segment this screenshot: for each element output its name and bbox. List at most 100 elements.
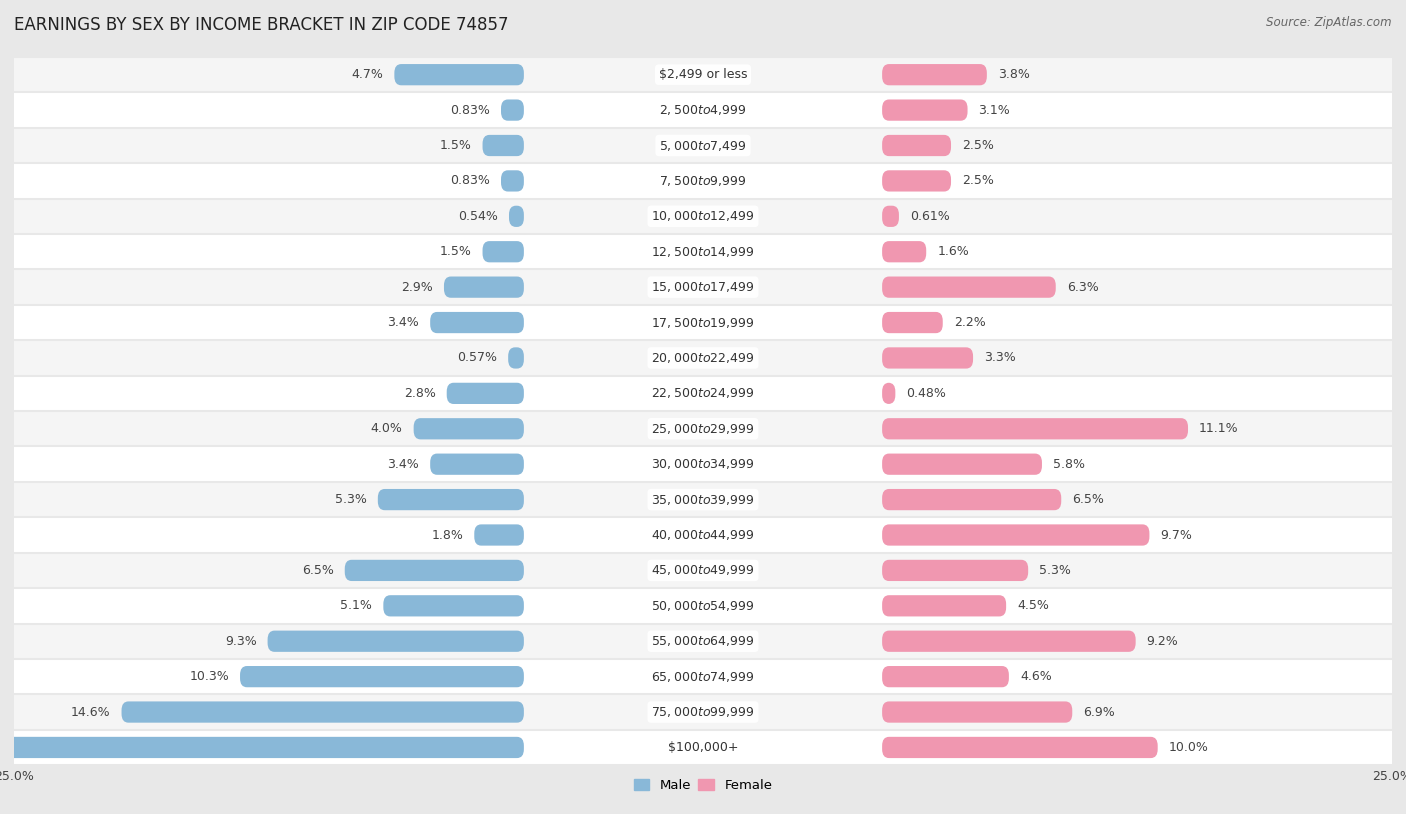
FancyBboxPatch shape [413,418,524,440]
Text: 0.83%: 0.83% [450,174,489,187]
Text: $20,000 to $22,499: $20,000 to $22,499 [651,351,755,365]
Text: 6.5%: 6.5% [302,564,333,577]
FancyBboxPatch shape [882,418,1188,440]
FancyBboxPatch shape [882,135,950,156]
FancyBboxPatch shape [378,489,524,510]
Bar [14,730,1392,765]
Text: 0.83%: 0.83% [450,103,489,116]
Text: 6.3%: 6.3% [1067,281,1098,294]
Text: 5.1%: 5.1% [340,599,373,612]
Text: 2.5%: 2.5% [962,174,994,187]
Text: 5.3%: 5.3% [1039,564,1071,577]
Bar [14,553,1392,588]
FancyBboxPatch shape [882,666,1010,687]
FancyBboxPatch shape [882,737,1157,758]
Text: $40,000 to $44,999: $40,000 to $44,999 [651,528,755,542]
Text: 1.5%: 1.5% [440,245,471,258]
Text: 0.48%: 0.48% [907,387,946,400]
Text: 1.8%: 1.8% [432,528,463,541]
Bar [14,269,1392,304]
Text: 3.4%: 3.4% [388,457,419,470]
FancyBboxPatch shape [882,348,973,369]
Text: 5.3%: 5.3% [335,493,367,506]
FancyBboxPatch shape [344,560,524,581]
FancyBboxPatch shape [384,595,524,616]
Bar [14,57,1392,92]
FancyBboxPatch shape [882,64,987,85]
Text: 9.2%: 9.2% [1147,635,1178,648]
Text: $100,000+: $100,000+ [668,741,738,754]
Bar [14,659,1392,694]
FancyBboxPatch shape [267,631,524,652]
Text: 3.3%: 3.3% [984,352,1017,365]
Text: 2.5%: 2.5% [962,139,994,152]
Text: $2,499 or less: $2,499 or less [659,68,747,81]
FancyBboxPatch shape [882,312,943,333]
FancyBboxPatch shape [0,737,524,758]
Text: 0.54%: 0.54% [458,210,498,223]
Text: 3.1%: 3.1% [979,103,1011,116]
Text: 5.8%: 5.8% [1053,457,1085,470]
FancyBboxPatch shape [882,277,1056,298]
Text: 9.3%: 9.3% [225,635,256,648]
Text: 4.0%: 4.0% [371,422,402,435]
Text: 4.5%: 4.5% [1017,599,1049,612]
Text: 0.57%: 0.57% [457,352,498,365]
Text: $7,500 to $9,999: $7,500 to $9,999 [659,174,747,188]
Text: $65,000 to $74,999: $65,000 to $74,999 [651,670,755,684]
Text: 6.5%: 6.5% [1073,493,1104,506]
FancyBboxPatch shape [444,277,524,298]
FancyBboxPatch shape [508,348,524,369]
Bar [14,340,1392,375]
FancyBboxPatch shape [447,383,524,404]
Text: 4.6%: 4.6% [1019,670,1052,683]
Text: Source: ZipAtlas.com: Source: ZipAtlas.com [1267,16,1392,29]
Bar [14,588,1392,624]
FancyBboxPatch shape [882,524,1150,545]
Bar [14,518,1392,553]
FancyBboxPatch shape [501,170,524,191]
Text: EARNINGS BY SEX BY INCOME BRACKET IN ZIP CODE 74857: EARNINGS BY SEX BY INCOME BRACKET IN ZIP… [14,16,509,34]
Text: $25,000 to $29,999: $25,000 to $29,999 [651,422,755,435]
Text: 10.0%: 10.0% [1168,741,1209,754]
FancyBboxPatch shape [474,524,524,545]
Text: $55,000 to $64,999: $55,000 to $64,999 [651,634,755,648]
Legend: Male, Female: Male, Female [628,774,778,798]
Text: $75,000 to $99,999: $75,000 to $99,999 [651,705,755,719]
Text: 2.2%: 2.2% [953,316,986,329]
FancyBboxPatch shape [882,560,1028,581]
Text: 10.3%: 10.3% [190,670,229,683]
FancyBboxPatch shape [482,241,524,262]
FancyBboxPatch shape [882,595,1007,616]
Text: $45,000 to $49,999: $45,000 to $49,999 [651,563,755,577]
FancyBboxPatch shape [882,631,1136,652]
Text: 2.9%: 2.9% [401,281,433,294]
FancyBboxPatch shape [501,99,524,120]
Bar [14,163,1392,199]
Bar [14,199,1392,234]
Text: $22,500 to $24,999: $22,500 to $24,999 [651,387,755,400]
Text: 11.1%: 11.1% [1199,422,1239,435]
FancyBboxPatch shape [509,206,524,227]
Bar [14,234,1392,269]
FancyBboxPatch shape [882,241,927,262]
Text: 6.9%: 6.9% [1083,706,1115,719]
FancyBboxPatch shape [882,453,1042,475]
Text: $5,000 to $7,499: $5,000 to $7,499 [659,138,747,152]
Text: $17,500 to $19,999: $17,500 to $19,999 [651,316,755,330]
Bar [14,446,1392,482]
Text: $15,000 to $17,499: $15,000 to $17,499 [651,280,755,294]
Text: 2.8%: 2.8% [404,387,436,400]
Bar [14,482,1392,518]
FancyBboxPatch shape [882,170,950,191]
Bar [14,375,1392,411]
FancyBboxPatch shape [882,702,1073,723]
FancyBboxPatch shape [430,312,524,333]
Text: $30,000 to $34,999: $30,000 to $34,999 [651,457,755,471]
FancyBboxPatch shape [240,666,524,687]
Bar [14,128,1392,163]
Bar [14,304,1392,340]
FancyBboxPatch shape [430,453,524,475]
FancyBboxPatch shape [882,206,898,227]
Text: $35,000 to $39,999: $35,000 to $39,999 [651,492,755,506]
